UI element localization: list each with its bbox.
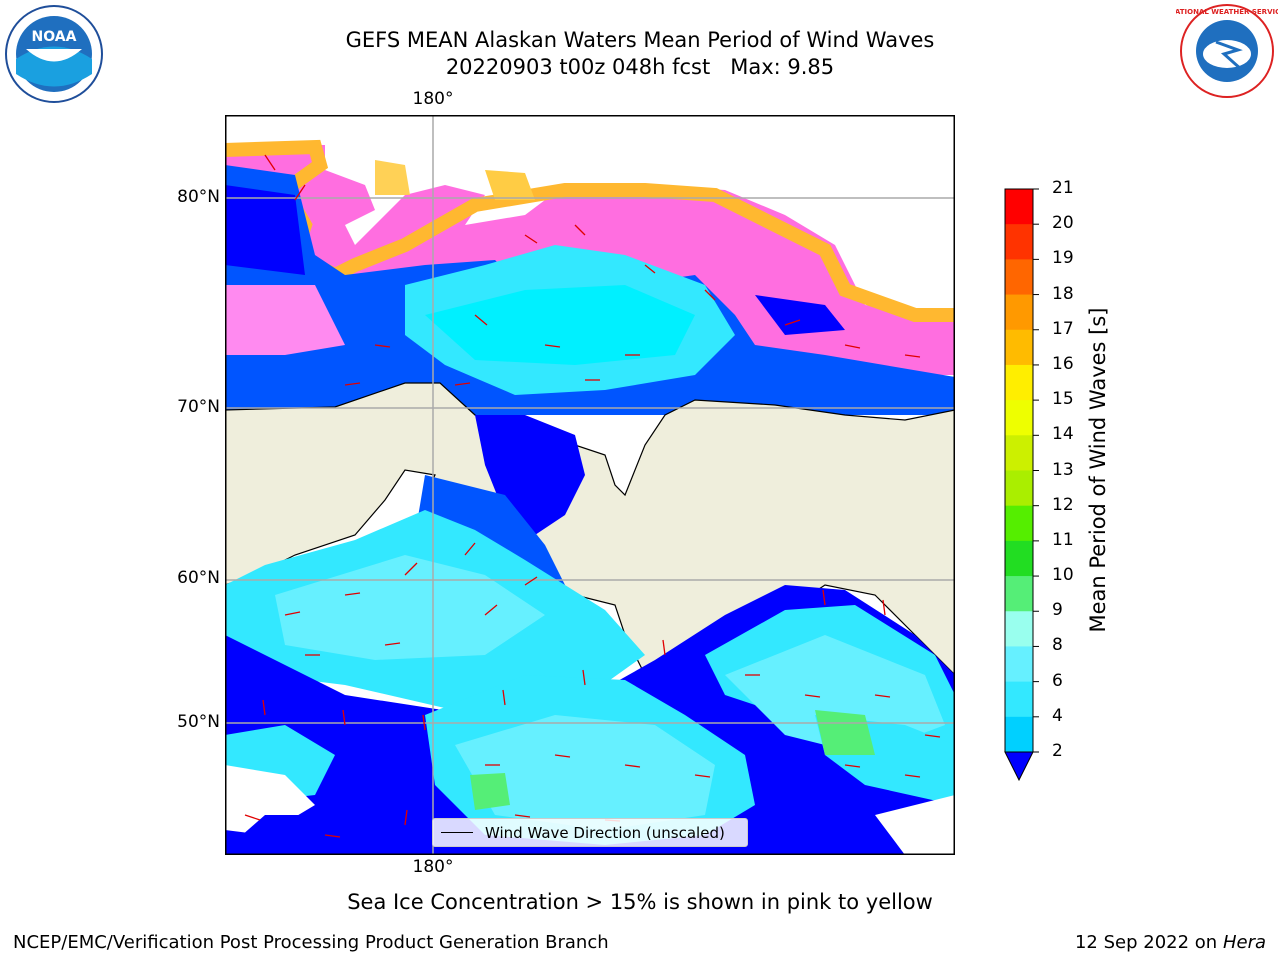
colorbar-tick-label: 9 <box>1052 600 1063 621</box>
footer-date-text: 12 Sep 2022 on <box>1074 932 1218 953</box>
colorbar-tick-label: 2 <box>1052 741 1063 761</box>
colorbar-tick-label: 15 <box>1052 389 1074 410</box>
lon-label-bottom: 180° <box>412 857 454 877</box>
colorbar-tick-label: 10 <box>1052 565 1074 586</box>
map-plot <box>225 115 955 855</box>
nws-logo-icon: NATIONAL WEATHER SERVICE <box>1176 4 1278 98</box>
sea-ice-note: Sea Ice Concentration > 15% is shown in … <box>347 890 933 914</box>
map-title: GEFS MEAN Alaskan Waters Mean Period of … <box>345 28 935 52</box>
colorbar-tick-label: 17 <box>1052 318 1074 339</box>
colorbar-tick-label: 11 <box>1052 529 1074 550</box>
lat-label-60: 60°N <box>177 568 220 588</box>
graticule <box>225 115 955 855</box>
colorbar-segment <box>1005 224 1033 260</box>
colorbar-segment <box>1005 716 1033 753</box>
lat-label-50: 50°N <box>177 712 220 732</box>
footer-credit: NCEP/EMC/Verification Post Processing Pr… <box>13 932 609 953</box>
colorbar-title: Mean Period of Wind Waves [s] <box>1086 307 1110 633</box>
colorbar-segment <box>1005 364 1033 401</box>
colorbar-tick-label: 16 <box>1052 353 1074 374</box>
colorbar-tick-label: 19 <box>1052 248 1074 269</box>
map-subtitle: 20220903 t00z 048h fcst Max: 9.85 <box>445 55 835 79</box>
colorbar-segment <box>1005 435 1033 471</box>
colorbar-tick-label: 18 <box>1052 283 1074 304</box>
colorbar-tick-label: 8 <box>1052 635 1063 656</box>
map-legend: Wind Wave Direction (unscaled) <box>432 818 748 847</box>
colorbar-segment <box>1005 470 1033 507</box>
noaa-logo-icon: NOAA <box>5 5 103 103</box>
colorbar-segment <box>1005 505 1033 542</box>
footer-date: 12 Sep 2022 on Hera <box>1075 932 1266 953</box>
colorbar-segment <box>1005 611 1033 647</box>
colorbar-under-extend <box>1004 751 1034 782</box>
colorbar-segment <box>1005 576 1033 612</box>
colorbar-segment <box>1005 259 1033 296</box>
lat-label-80: 80°N <box>177 187 220 207</box>
footer-host: Hera <box>1222 932 1266 953</box>
colorbar-tick-label: 6 <box>1052 670 1063 691</box>
colorbar-tick-label: 20 <box>1052 213 1074 234</box>
colorbar-tick-label: 13 <box>1052 459 1074 480</box>
colorbar-segment <box>1005 329 1033 366</box>
colorbar-tick-label: 12 <box>1052 494 1074 515</box>
noaa-logo-text: NOAA <box>32 29 77 45</box>
colorbar-segment <box>1005 540 1033 577</box>
colorbar-segment <box>1005 681 1033 718</box>
colorbar-tick-label: 21 <box>1052 178 1074 198</box>
colorbar-segment <box>1005 646 1033 683</box>
colorbar-segment <box>1005 189 1033 225</box>
lon-label-top: 180° <box>412 89 454 109</box>
colorbar-segment <box>1005 400 1033 436</box>
wind-wave-arrows <box>244 154 941 838</box>
colorbar-segment <box>1005 294 1033 331</box>
lat-label-70: 70°N <box>177 397 220 417</box>
colorbar-tick-label: 14 <box>1052 424 1074 445</box>
colorbar-tick-label: 4 <box>1052 705 1063 726</box>
legend-label: Wind Wave Direction (unscaled) <box>485 823 725 842</box>
nws-logo-text: NATIONAL WEATHER SERVICE <box>1176 8 1278 16</box>
colorbar <box>1004 188 1039 782</box>
legend-line-icon <box>441 832 473 833</box>
